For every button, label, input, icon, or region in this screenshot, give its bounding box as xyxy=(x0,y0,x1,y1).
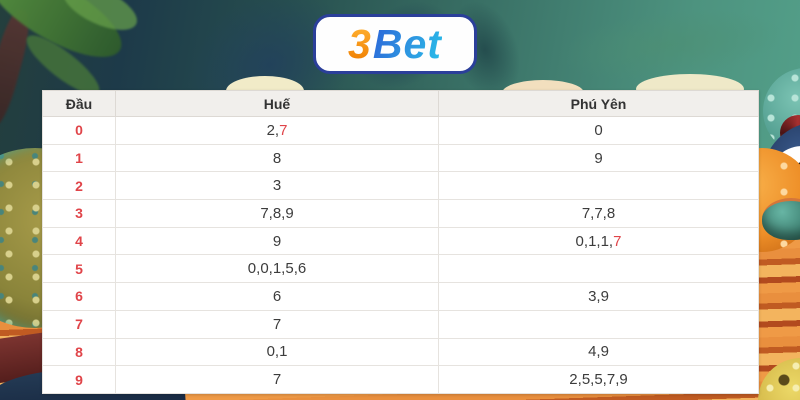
cell-phuyen: 0 xyxy=(438,116,759,145)
digit-value: 3 xyxy=(588,287,597,305)
digit-value: 5 xyxy=(285,260,294,278)
digit-value: 9 xyxy=(272,232,282,250)
digit-value: 1 xyxy=(279,343,288,361)
digit-value: 5 xyxy=(594,371,603,389)
cell-phuyen: 2,5,5,7,9 xyxy=(438,365,759,394)
logo-text-bet: Bet xyxy=(372,20,442,67)
cell-hue: 7 xyxy=(115,365,439,394)
digit-value: 9 xyxy=(594,149,603,167)
table-row: 8 0,1 4,9 xyxy=(42,337,759,367)
brand-logo[interactable]: 3 Bet xyxy=(313,14,477,74)
cell-hue: 7 xyxy=(115,309,439,339)
digit-value: 6 xyxy=(272,287,282,305)
cell-phuyen: 4,9 xyxy=(438,337,759,367)
digit-value: 0 xyxy=(266,343,275,361)
digit-value: 9 xyxy=(600,343,609,361)
col-header-hue: Huế xyxy=(115,90,439,117)
digit-value: 0 xyxy=(247,260,257,278)
cell-hue: 6 xyxy=(115,282,439,311)
digit-value: 7 xyxy=(581,204,591,222)
head-digit: 5 xyxy=(42,254,116,284)
digit-value: 7 xyxy=(260,204,269,222)
cell-hue: 0,0,1,5,6 xyxy=(115,254,439,284)
cell-hue: 7,8,9 xyxy=(115,199,439,228)
head-digit: 1 xyxy=(42,143,116,173)
col-header-dau: Đầu xyxy=(42,90,116,117)
digit-value: 1 xyxy=(272,260,282,278)
digit-value: 7 xyxy=(272,371,282,389)
digit-value: 1 xyxy=(588,232,597,250)
digit-value: 0 xyxy=(260,260,269,278)
cell-phuyen: 3,9 xyxy=(438,282,759,311)
head-digit: 9 xyxy=(42,365,116,394)
digit-value: 2 xyxy=(569,371,578,389)
cell-hue: 0,1 xyxy=(115,337,439,367)
digit-value: 4 xyxy=(588,343,597,361)
digit-value: 9 xyxy=(600,287,609,305)
cell-phuyen xyxy=(438,254,759,284)
digit-value: 0 xyxy=(575,232,584,250)
digit-value: 9 xyxy=(285,204,294,222)
cell-phuyen xyxy=(438,309,759,339)
col-header-phuyen: Phú Yên xyxy=(438,90,759,117)
table-header-row: Đầu Huế Phú Yên xyxy=(42,90,759,117)
head-digit: 7 xyxy=(42,309,116,339)
head-digit: 8 xyxy=(42,337,116,367)
table-row: 1 8 9 xyxy=(42,143,759,173)
table-row: 9 7 2,5,5,7,9 xyxy=(42,365,759,394)
cell-hue: 8 xyxy=(115,143,439,173)
digit-value: 3 xyxy=(272,177,282,195)
digit-value: 9 xyxy=(619,371,628,389)
cell-phuyen: 7,7,8 xyxy=(438,199,759,228)
lottery-head-table: Đầu Huế Phú Yên 0 2,7 0 1 8 9 2 3 3 7,8,9 7,7,8 4 9 0… xyxy=(42,90,759,394)
cell-hue: 2,7 xyxy=(115,116,439,145)
head-digit: 3 xyxy=(42,199,116,228)
teal-pot xyxy=(762,198,800,240)
digit-value: 6 xyxy=(297,260,307,278)
cell-hue: 9 xyxy=(115,226,439,256)
digit-value: 2 xyxy=(266,121,275,139)
table-row: 4 9 0,1,1,7 xyxy=(42,226,759,256)
digit-value: 7 xyxy=(272,315,282,333)
cell-phuyen xyxy=(438,171,759,201)
digit-value: 7 xyxy=(279,121,288,139)
table-row: 6 6 3,9 xyxy=(42,282,759,311)
head-digit: 2 xyxy=(42,171,116,201)
cell-hue: 3 xyxy=(115,171,439,201)
digit-value: 5 xyxy=(581,371,591,389)
digit-value: 8 xyxy=(272,149,282,167)
cell-phuyen: 0,1,1,7 xyxy=(438,226,759,256)
logo-text-3: 3 xyxy=(348,20,372,67)
table-row: 5 0,0,1,5,6 xyxy=(42,254,759,284)
digit-value: 7 xyxy=(613,232,622,250)
head-digit: 0 xyxy=(42,116,116,145)
table-row: 0 2,7 0 xyxy=(42,116,759,145)
digit-value: 8 xyxy=(606,204,616,222)
digit-value: 0 xyxy=(594,121,603,139)
head-digit: 4 xyxy=(42,226,116,256)
digit-value: 1 xyxy=(600,232,609,250)
head-digit: 6 xyxy=(42,282,116,311)
cell-phuyen: 9 xyxy=(438,143,759,173)
digit-value: 8 xyxy=(272,204,282,222)
table-row: 3 7,8,9 7,7,8 xyxy=(42,199,759,228)
digit-value: 7 xyxy=(606,371,616,389)
digit-value: 7 xyxy=(594,204,603,222)
